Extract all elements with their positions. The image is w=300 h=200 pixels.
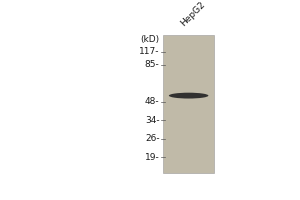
Text: (kD): (kD) xyxy=(140,35,160,44)
Text: 48-: 48- xyxy=(145,97,160,106)
Text: 85-: 85- xyxy=(145,60,160,69)
Bar xyxy=(163,35,214,173)
Text: HepG2: HepG2 xyxy=(179,0,207,28)
Text: 117-: 117- xyxy=(139,47,160,56)
Text: 26-: 26- xyxy=(145,134,160,143)
Text: 34-: 34- xyxy=(145,116,160,125)
Text: 19-: 19- xyxy=(145,153,160,162)
Ellipse shape xyxy=(169,93,208,99)
